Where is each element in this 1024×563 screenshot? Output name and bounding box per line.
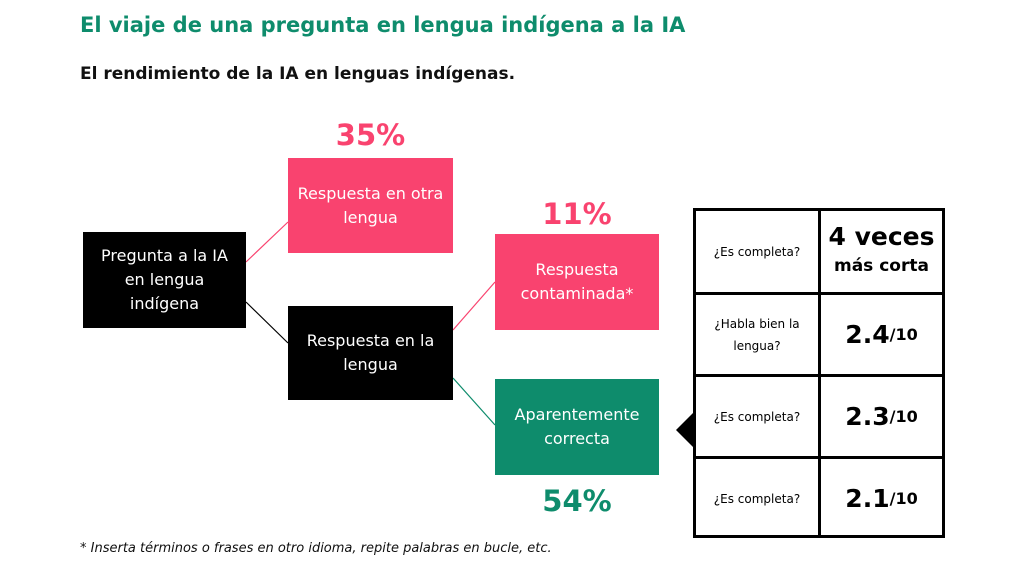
table-value: 2.3/10 (821, 377, 942, 456)
table-value: 2.4/10 (821, 295, 942, 374)
evaluation-table: ¿Es completa? 4 veces más corta ¿Habla b… (693, 208, 945, 538)
table-question: ¿Es completa? (696, 459, 821, 538)
pct-apparently-correct: 54% (542, 484, 612, 518)
table-value-sub: más corta (834, 256, 929, 276)
table-value-sub: /10 (889, 489, 918, 508)
node-contaminated: Respuesta contaminada* (495, 234, 659, 330)
node-other-language: Respuesta en otra lengua (288, 158, 453, 253)
table-row: ¿Es completa? 4 veces más corta (696, 211, 942, 292)
table-value: 2.1/10 (821, 459, 942, 538)
table-question: ¿Es completa? (696, 377, 821, 456)
pct-contaminated: 11% (542, 197, 612, 231)
table-value-main: 4 veces (828, 222, 935, 251)
table-value-sub: /10 (889, 407, 918, 426)
table-row: ¿Es completa? 2.3/10 (696, 374, 942, 456)
table-row: ¿Es completa? 2.1/10 (696, 456, 942, 538)
table-question: ¿Es completa? (696, 211, 821, 292)
pointer-arrow (676, 413, 693, 447)
node-start: Pregunta a la IA en lengua indígena (83, 232, 246, 328)
connector-start-inlang (245, 301, 289, 344)
pct-other-language: 35% (335, 118, 406, 152)
footnote: * Inserta términos o frases en otro idio… (80, 541, 552, 556)
table-value-main: 2.4 (845, 320, 890, 349)
node-in-language: Respuesta en la lengua (288, 306, 453, 400)
table-value-sub: /10 (889, 325, 918, 344)
table-value-main: 2.1 (845, 484, 890, 513)
table-value-main: 2.3 (845, 402, 890, 431)
connector-inlang-contaminated (452, 281, 496, 331)
page-subtitle: El rendimiento de la IA en lenguas indíg… (80, 64, 516, 84)
connector-start-other (245, 221, 289, 263)
connector-inlang-correct (452, 377, 496, 426)
page-title: El viaje de una pregunta en lengua indíg… (80, 13, 686, 37)
table-row: ¿Habla bien la lengua? 2.4/10 (696, 292, 942, 374)
node-apparently-correct: Aparentemente correcta (495, 379, 659, 475)
table-value: 4 veces más corta (821, 211, 942, 292)
table-question: ¿Habla bien la lengua? (696, 295, 821, 374)
